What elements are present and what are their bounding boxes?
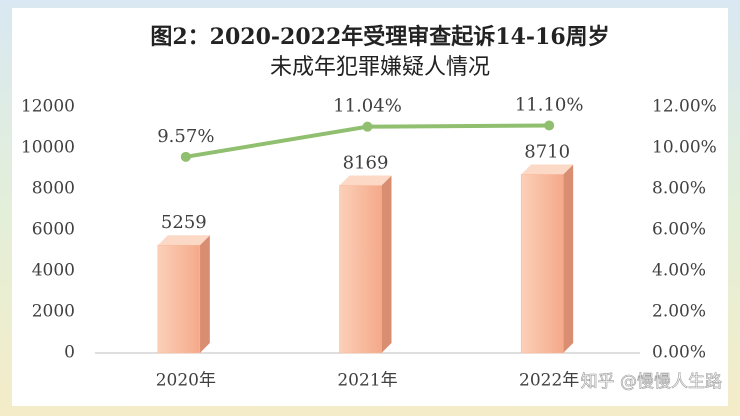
bar (157, 244, 201, 354)
data-label: 11.10% (515, 94, 584, 115)
x-tick-label: 2020年 (156, 371, 216, 391)
bar-side (381, 175, 392, 353)
bar-side (563, 164, 574, 353)
bar-top (157, 235, 210, 246)
bar (520, 174, 564, 354)
data-label: 5259 (161, 212, 207, 233)
line-marker (544, 120, 555, 131)
data-label: 9.57% (157, 126, 214, 147)
bar-top (521, 164, 574, 175)
chart-title: 图2：2020-2022年受理审查起诉14-16周岁 (150, 24, 609, 50)
y2-tick-label: 12.00% (652, 97, 717, 117)
y-tick-label: 2000 (32, 302, 75, 322)
line-marker (180, 151, 191, 162)
y-tick-label: 4000 (32, 261, 75, 281)
y2-tick-label: 10.00% (652, 138, 717, 158)
data-label: 8710 (524, 141, 570, 162)
bar-side (199, 235, 210, 353)
watermark: 知乎 @慢慢人生路 (581, 371, 722, 392)
data-label: 8169 (343, 153, 389, 174)
y2-tick-label: 2.00% (652, 302, 706, 322)
line-marker (362, 121, 373, 132)
chart-title: 未成年犯罪嫌疑人情况 (270, 55, 490, 80)
bar (339, 185, 382, 354)
y-tick-label: 12000 (21, 97, 75, 117)
y2-tick-label: 6.00% (652, 220, 706, 240)
y-tick-label: 10000 (21, 138, 75, 158)
y-tick-label: 6000 (32, 220, 75, 240)
data-label: 11.04% (333, 96, 402, 117)
y-tick-label: 8000 (32, 179, 75, 199)
x-tick-label: 2022年 (519, 371, 579, 391)
y2-tick-label: 8.00% (652, 179, 706, 199)
y-tick-label: 0 (64, 343, 75, 363)
x-tick-label: 2021年 (337, 371, 397, 391)
y2-tick-label: 0.00% (652, 343, 706, 363)
y2-tick-label: 4.00% (652, 261, 706, 281)
bar-top (339, 175, 392, 186)
